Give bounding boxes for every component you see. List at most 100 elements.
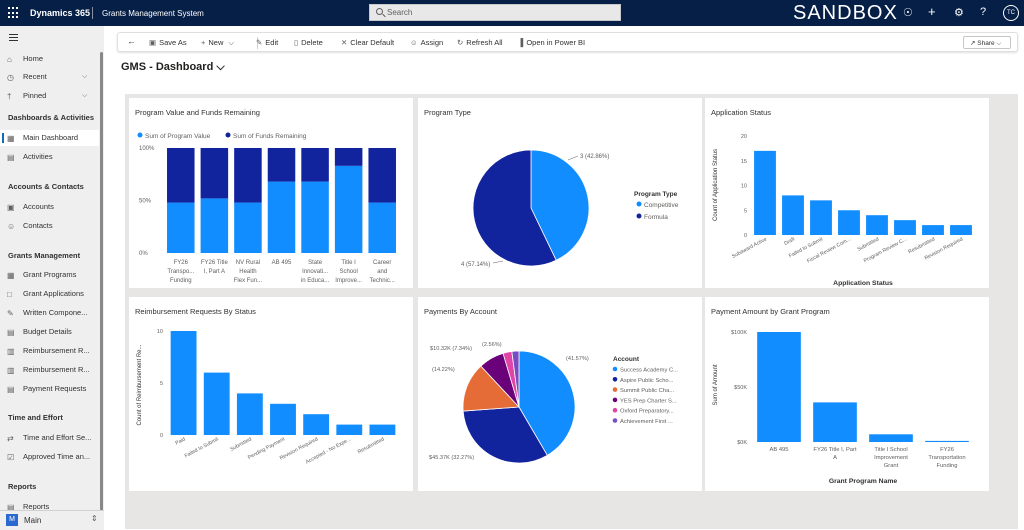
back-arrow-icon[interactable]: ← bbox=[127, 36, 136, 46]
edit-button[interactable]: ✎ Edit bbox=[256, 38, 278, 47]
dashboard-icon: ▦ bbox=[7, 134, 15, 143]
gear-icon[interactable]: ⚙ bbox=[954, 7, 964, 19]
delete-button[interactable]: ▯ Delete bbox=[294, 38, 323, 47]
pie-slice bbox=[530, 149, 590, 261]
sidebar-item-recent[interactable]: ◷ Recent ⌵ bbox=[0, 69, 99, 85]
save-as-button[interactable]: ▣ Save As bbox=[149, 38, 187, 47]
sidebar-item-label: Grant Programs bbox=[23, 270, 77, 279]
chart-tile[interactable]: Payment Amount by Grant Program $0K $50K $1… bbox=[705, 297, 989, 491]
chart-tile[interactable]: Reimbursement Requests By Status 0 5 10 Paid… bbox=[129, 297, 413, 491]
refresh-all-button[interactable]: ↻ Refresh All bbox=[457, 38, 503, 47]
y-tick-label: 100% bbox=[139, 146, 155, 152]
bar bbox=[925, 440, 969, 442]
sidebar-item-pinned[interactable]: † Pinned ⌵ bbox=[0, 88, 99, 104]
sidebar-item-payment-requests[interactable]: ▤ Payment Requests bbox=[0, 381, 99, 397]
x-tick-label: and bbox=[377, 269, 387, 275]
sidebar-group-heading: Grants Management bbox=[8, 251, 81, 260]
bar-segment bbox=[301, 148, 329, 182]
share-button[interactable]: ↗ Share ⌵ bbox=[963, 36, 1011, 49]
chart-tile[interactable]: Application Status 0 5 10 15 20 Subaward Activ… bbox=[705, 98, 989, 288]
app-name[interactable]: Grants Management System bbox=[102, 9, 204, 18]
y-tick-label: 20 bbox=[741, 134, 747, 140]
chevron-down-icon: ⌵ bbox=[216, 61, 225, 73]
assign-button[interactable]: ☺ Assign bbox=[410, 38, 443, 47]
report-icon: ▤ bbox=[7, 503, 15, 510]
sidebar-item-reimbursement-request-lines[interactable]: ▥ Reimbursement R... bbox=[0, 362, 99, 378]
sidebar-item-grant-applications[interactable]: □ Grant Applications bbox=[0, 286, 99, 302]
bar bbox=[813, 402, 857, 442]
legend-label: Competitive bbox=[644, 202, 679, 209]
x-tick-label: Funding bbox=[170, 278, 192, 284]
command-bar: ← ▣ Save As + New ⌵ ✎ Edit ▯ Delete ✕ Clear De… bbox=[117, 32, 1018, 52]
y-tick-label: 15 bbox=[741, 159, 747, 165]
app-launcher-icon[interactable] bbox=[8, 7, 20, 19]
sidebar-item-label: Recent bbox=[23, 72, 47, 81]
page-title[interactable]: GMS - Dashboard ⌵ bbox=[121, 61, 225, 74]
y-tick-label: $0K bbox=[737, 440, 747, 446]
open-power-bi-button[interactable]: ▐ Open in Power BI bbox=[518, 38, 585, 47]
area-switcher[interactable]: M Main ⇕ bbox=[0, 510, 104, 530]
sidebar-item-main-dashboard[interactable]: ▦ Main Dashboard bbox=[0, 130, 99, 146]
legend-label: Summit Public Cha... bbox=[620, 388, 675, 394]
help-icon[interactable]: ? bbox=[980, 6, 987, 18]
brand-name[interactable]: Dynamics 365 bbox=[30, 8, 91, 18]
x-tick-label: FY26 bbox=[940, 447, 954, 453]
chart-tile[interactable]: Payments By Account (41.57%) $45.37K (32.2… bbox=[418, 297, 702, 491]
sidebar-item-reimbursement-requests[interactable]: ▥ Reimbursement R... bbox=[0, 343, 99, 359]
dashboard-title: GMS - Dashboard bbox=[121, 61, 214, 73]
x-tick-label: Resubmitted bbox=[357, 436, 386, 455]
x-tick-label: FY26 Title bbox=[201, 260, 229, 266]
refresh-all-label: Refresh All bbox=[466, 38, 503, 47]
search-input[interactable]: Search bbox=[369, 4, 621, 21]
y-tick-label: 0% bbox=[139, 251, 148, 257]
sidebar-item-written-components[interactable]: ✎ Written Compone... bbox=[0, 305, 99, 321]
plus-icon[interactable]: + bbox=[928, 4, 936, 19]
chart-tile[interactable]: Program Value and Funds Remaining Sum of … bbox=[129, 98, 413, 288]
bar-segment bbox=[368, 148, 396, 203]
hamburger-icon[interactable] bbox=[9, 34, 18, 43]
sidebar-item-label: Reimbursement R... bbox=[23, 365, 90, 374]
sidebar-item-budget-details[interactable]: ▤ Budget Details bbox=[0, 324, 99, 340]
y-tick-label: $100K bbox=[731, 330, 747, 336]
data-label: (2.56%) bbox=[482, 342, 502, 348]
environment-label: SANDBOX bbox=[793, 2, 898, 24]
sidebar-item-grant-programs[interactable]: ▦ Grant Programs bbox=[0, 267, 99, 283]
avatar[interactable]: TC bbox=[1003, 5, 1019, 21]
clear-default-button[interactable]: ✕ Clear Default bbox=[341, 38, 394, 47]
legend-marker bbox=[612, 377, 618, 382]
x-tick-label: Improvement bbox=[874, 455, 908, 461]
sidebar-item-approved-time[interactable]: ☑ Approved Time an... bbox=[0, 449, 99, 465]
legend-label: Sum of Program Value bbox=[145, 133, 211, 140]
bar bbox=[950, 225, 972, 235]
sidebar-item-accounts[interactable]: ▣ Accounts bbox=[0, 199, 99, 215]
bar bbox=[270, 403, 296, 435]
bar bbox=[757, 332, 801, 442]
lightbulb-icon[interactable]: ☉ bbox=[903, 7, 913, 19]
sidebar-item-label: Home bbox=[23, 54, 44, 63]
new-button[interactable]: + New ⌵ bbox=[201, 38, 237, 48]
open-power-bi-label: Open in Power BI bbox=[526, 38, 586, 47]
sidebar-item-reports[interactable]: ▤ Reports bbox=[0, 499, 99, 510]
sidebar-item-time-and-effort[interactable]: ⇄ Time and Effort Se... bbox=[0, 430, 99, 446]
sidebar-group-heading: Time and Effort bbox=[8, 413, 63, 422]
sidebar-item-contacts[interactable]: ☺ Contacts bbox=[0, 218, 99, 234]
x-tick-label: AB 495 bbox=[769, 447, 788, 453]
save-as-label: Save As bbox=[159, 38, 187, 47]
sidebar-item-activities[interactable]: ▤ Activities bbox=[0, 149, 99, 165]
data-label: (41.57%) bbox=[566, 356, 589, 362]
x-tick-label: NV Rural bbox=[236, 260, 260, 266]
legend-title: Program Type bbox=[634, 191, 678, 198]
chart-svg: 3 (42.86%) 4 (57.14%) Program Type Competit… bbox=[461, 149, 679, 268]
sidebar-item-home[interactable]: ⌂ Home bbox=[0, 51, 99, 67]
chart-tile[interactable]: Program Type 3 (42.86%) 4 (57.14%) Program … bbox=[418, 98, 702, 288]
y-tick-label: $50K bbox=[734, 385, 747, 391]
money-icon: ▤ bbox=[7, 328, 15, 337]
assign-person-icon: ☺ bbox=[410, 38, 418, 47]
bar bbox=[303, 414, 330, 435]
bar-segment bbox=[200, 148, 229, 199]
sidebar-item-label: Time and Effort Se... bbox=[23, 433, 92, 442]
data-label: 3 (42.86%) bbox=[580, 154, 609, 160]
x-tick-label: Draft bbox=[783, 236, 796, 247]
save-icon: ▣ bbox=[149, 38, 157, 47]
sidebar-scrollbar[interactable] bbox=[100, 52, 103, 522]
